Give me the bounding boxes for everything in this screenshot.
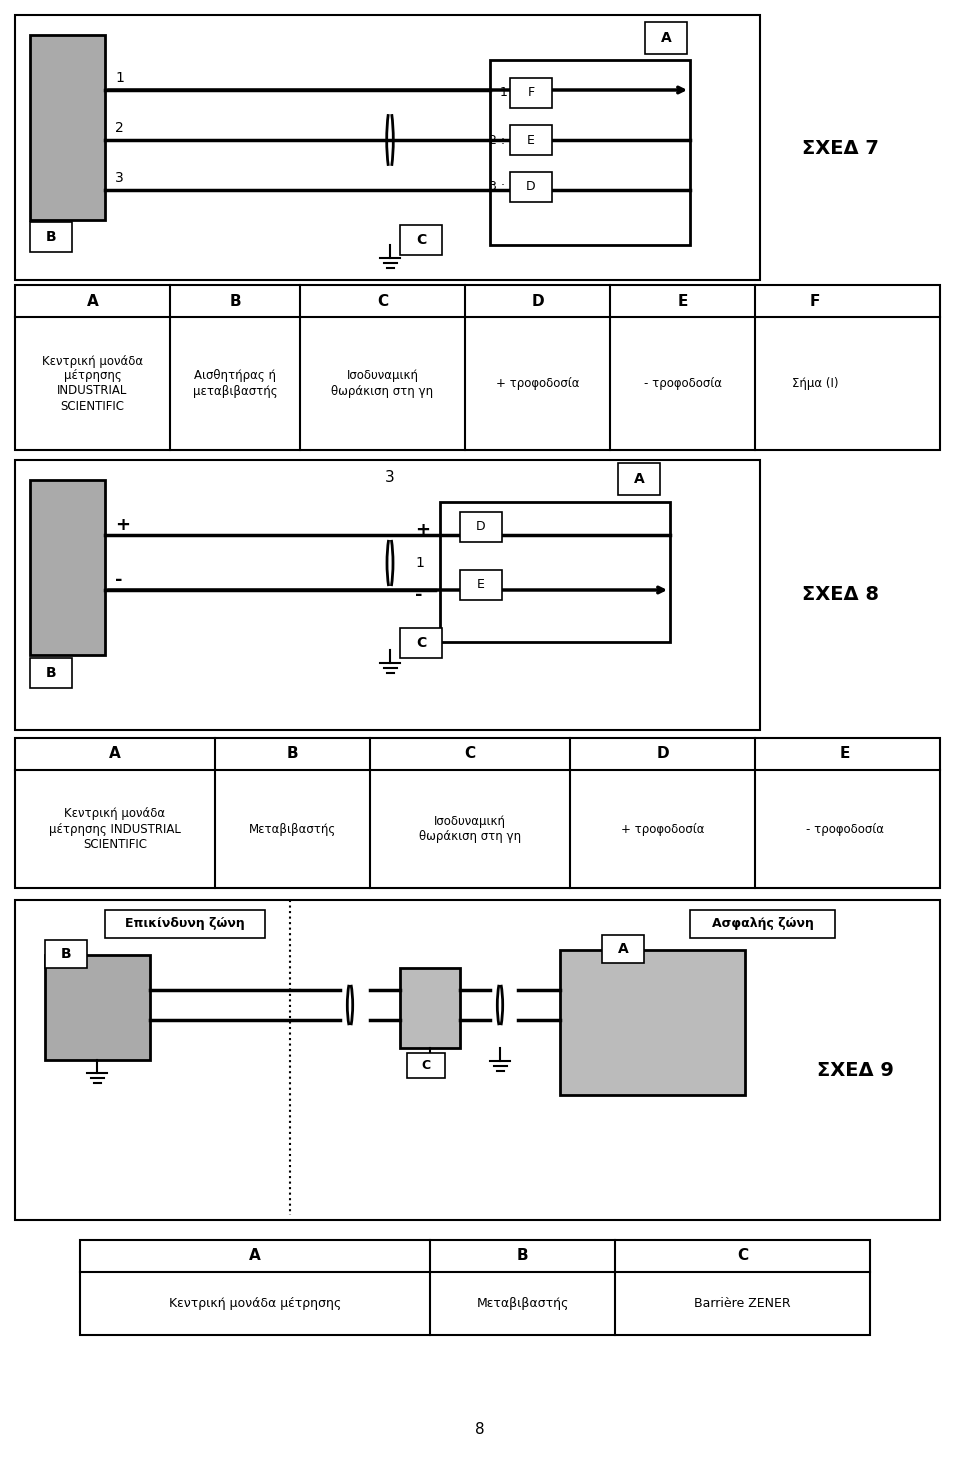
Text: Κεντρική μονάδα
μέτρησης INDUSTRIAL
SCIENTIFIC: Κεντρική μονάδα μέτρησης INDUSTRIAL SCIE…	[49, 807, 180, 851]
Text: 3: 3	[115, 171, 124, 185]
Text: E: E	[678, 293, 687, 308]
Text: C: C	[465, 746, 475, 762]
Text: Ασφαλής ζώνη: Ασφαλής ζώνη	[711, 917, 813, 930]
Text: B: B	[516, 1248, 528, 1263]
Bar	[15, 460, 760, 730]
Bar	[400, 628, 442, 658]
Text: 3: 3	[385, 470, 395, 486]
Text: A: A	[109, 746, 121, 762]
Text: ΣΧΕΔ 7: ΣΧΕΔ 7	[802, 139, 878, 158]
Text: 8: 8	[475, 1422, 485, 1438]
Bar	[460, 512, 502, 542]
Text: C: C	[416, 637, 426, 650]
Text: Ισοδυναμική
θωράκιση στη γη: Ισοδυναμική θωράκιση στη γη	[331, 369, 434, 397]
Bar	[30, 480, 105, 656]
Bar	[510, 126, 552, 155]
Bar	[15, 899, 940, 1221]
Text: 1: 1	[115, 72, 124, 85]
Text: E: E	[527, 133, 535, 146]
Text: Μεταβιβαστής: Μεταβιβαστής	[249, 822, 336, 835]
Bar	[45, 940, 87, 968]
Text: C: C	[421, 1058, 431, 1072]
Text: Κεντρική μονάδα
μέτρησης
INDUSTRIAL
SCIENTIFIC: Κεντρική μονάδα μέτρησης INDUSTRIAL SCIE…	[42, 355, 143, 413]
Bar	[560, 950, 745, 1095]
Bar	[510, 172, 552, 201]
Text: 1: 1	[415, 556, 424, 569]
Bar	[690, 910, 835, 937]
Text: +: +	[115, 515, 130, 534]
Text: A: A	[617, 942, 629, 956]
Text: F: F	[527, 86, 535, 99]
Text: 2 :: 2 :	[489, 133, 505, 146]
Text: Barrière ZENER: Barrière ZENER	[694, 1296, 791, 1310]
Text: -: -	[415, 585, 422, 604]
Bar	[510, 77, 552, 108]
Text: E: E	[840, 746, 851, 762]
Bar	[602, 934, 644, 964]
Text: D: D	[531, 293, 543, 308]
Text: B: B	[287, 746, 299, 762]
Text: B: B	[60, 948, 71, 961]
Text: Κεντρική μονάδα μέτρησης: Κεντρική μονάδα μέτρησης	[169, 1296, 341, 1310]
Text: C: C	[416, 234, 426, 247]
Text: Αισθητήρας ή
μεταβιβαστής: Αισθητήρας ή μεταβιβαστής	[193, 369, 277, 397]
Text: ΣΧΕΔ 8: ΣΧΕΔ 8	[802, 585, 878, 604]
Bar	[30, 658, 72, 688]
Text: 1: 1	[500, 86, 508, 99]
Bar	[460, 569, 502, 600]
Text: C: C	[737, 1248, 748, 1263]
Bar	[440, 502, 670, 642]
Text: A: A	[660, 31, 671, 45]
Bar	[15, 285, 940, 450]
Text: + τροφοδοσία: + τροφοδοσία	[495, 377, 579, 390]
Text: 3 :: 3 :	[489, 181, 505, 194]
Text: D: D	[476, 521, 486, 533]
Bar	[490, 60, 690, 245]
Text: -: -	[115, 571, 123, 588]
Bar	[407, 1053, 445, 1077]
Text: A: A	[250, 1248, 261, 1263]
Text: Μεταβιβαστής: Μεταβιβαστής	[476, 1296, 568, 1310]
Bar	[645, 22, 687, 54]
Text: D: D	[526, 181, 536, 194]
Text: D: D	[657, 746, 669, 762]
Bar	[30, 35, 105, 220]
Bar	[400, 225, 442, 256]
Bar	[80, 1240, 870, 1334]
Text: E: E	[477, 578, 485, 591]
Text: A: A	[634, 472, 644, 486]
Text: Ισοδυναμική
θωράκιση στη γη: Ισοδυναμική θωράκιση στη γη	[419, 815, 521, 842]
Text: ΣΧΕΔ 9: ΣΧΕΔ 9	[817, 1060, 894, 1079]
Text: B: B	[46, 666, 57, 680]
Text: B: B	[46, 231, 57, 244]
Bar	[45, 955, 150, 1060]
Text: Επικίνδυνη ζώνη: Επικίνδυνη ζώνη	[125, 917, 245, 930]
Bar	[400, 968, 460, 1048]
Text: Σήμα (Ι): Σήμα (Ι)	[792, 377, 838, 390]
Text: A: A	[86, 293, 98, 308]
Bar	[30, 222, 72, 253]
Text: + τροφοδοσία: + τροφοδοσία	[621, 822, 705, 835]
Bar	[618, 463, 660, 495]
Bar	[15, 737, 940, 888]
Text: F: F	[810, 293, 820, 308]
Text: 2: 2	[115, 121, 124, 134]
Text: - τροφοδοσία: - τροφοδοσία	[806, 822, 884, 835]
Bar	[15, 15, 760, 280]
Text: B: B	[229, 293, 241, 308]
Text: +: +	[415, 521, 430, 539]
Bar	[105, 910, 265, 937]
Text: C: C	[377, 293, 388, 308]
Text: - τροφοδοσία: - τροφοδοσία	[643, 377, 722, 390]
